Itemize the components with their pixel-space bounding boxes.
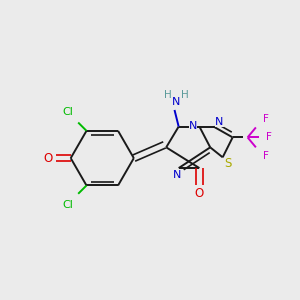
Text: N: N — [189, 121, 197, 131]
Text: N: N — [173, 170, 181, 180]
Text: Cl: Cl — [63, 200, 74, 210]
Text: F: F — [263, 114, 269, 124]
Text: N: N — [215, 117, 224, 128]
Text: H: H — [164, 90, 172, 100]
Text: F: F — [266, 132, 272, 142]
Text: O: O — [44, 152, 53, 165]
Text: S: S — [224, 157, 231, 169]
Text: F: F — [263, 151, 269, 161]
Text: N: N — [172, 97, 180, 107]
Text: H: H — [181, 90, 188, 100]
Text: O: O — [195, 187, 204, 200]
Text: Cl: Cl — [63, 107, 74, 117]
